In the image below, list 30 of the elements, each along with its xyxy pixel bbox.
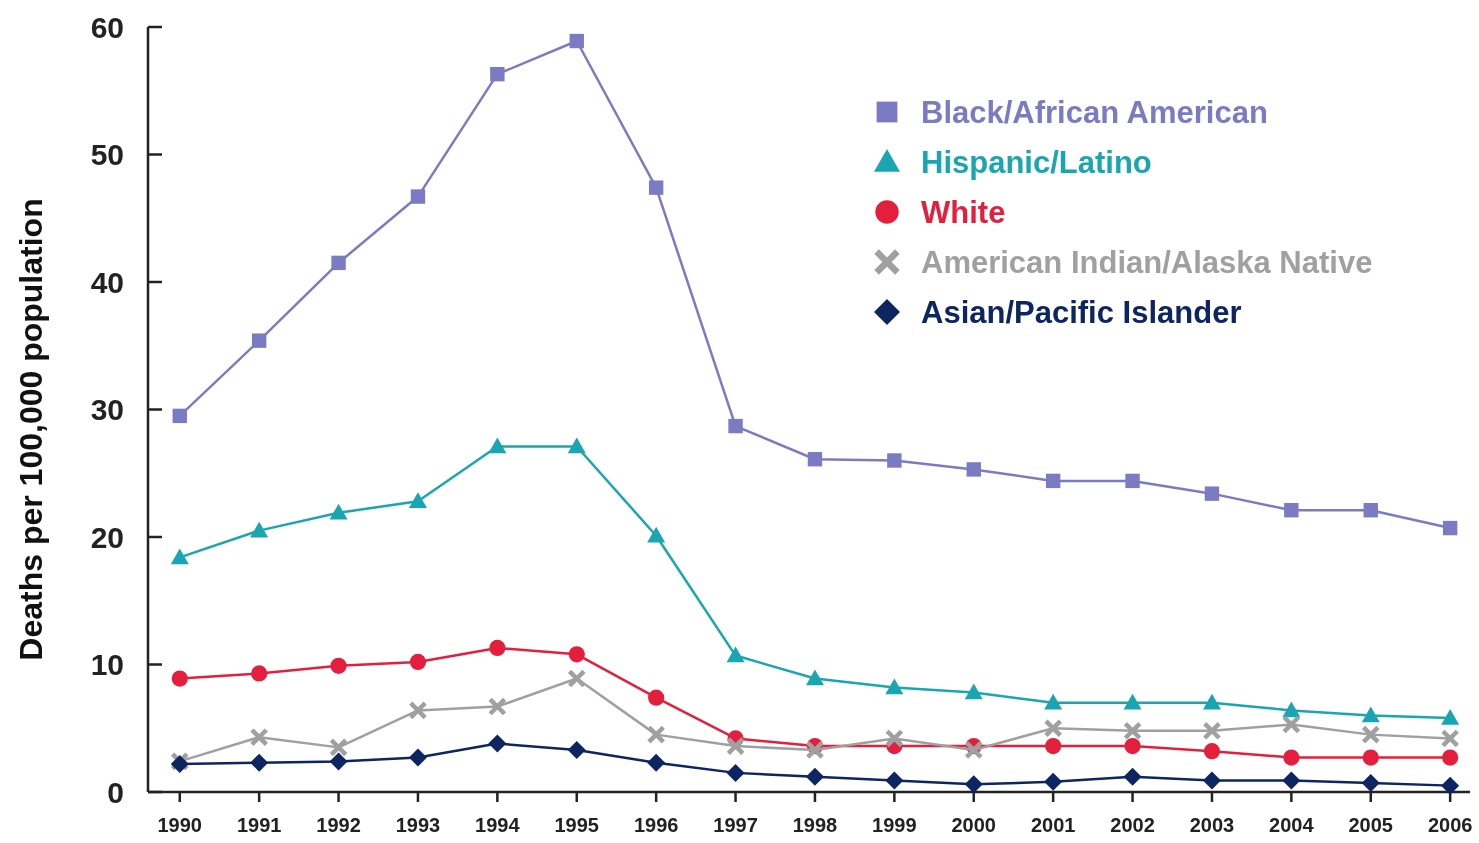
x-tick-label: 1993 bbox=[395, 814, 441, 836]
y-tick-label: 10 bbox=[90, 648, 124, 681]
y-tick-label: 0 bbox=[107, 775, 124, 809]
x-tick-label: 2000 bbox=[951, 814, 996, 836]
legend-label: Black/African American bbox=[921, 94, 1268, 130]
y-tick-label: 40 bbox=[90, 265, 124, 299]
x-tick-label: 1998 bbox=[792, 814, 838, 836]
x-tick-label: 1999 bbox=[872, 814, 917, 836]
legend-label: American Indian/Alaska Native bbox=[921, 244, 1373, 280]
x-tick-label: 1990 bbox=[157, 814, 203, 836]
y-axis-title: Deaths per 100,000 population bbox=[13, 198, 49, 661]
x-tick-label: 2003 bbox=[1189, 814, 1235, 836]
legend-label: Hispanic/Latino bbox=[921, 144, 1152, 180]
y-tick-label: 20 bbox=[90, 520, 124, 554]
x-tick-label: 1991 bbox=[236, 814, 282, 836]
x-tick-label: 2001 bbox=[1030, 814, 1076, 836]
y-tick-label: 60 bbox=[90, 10, 124, 44]
x-tick-label: 2004 bbox=[1269, 814, 1315, 836]
x-tick-label: 1994 bbox=[475, 814, 521, 836]
y-tick-label: 50 bbox=[90, 138, 124, 171]
legend-label: Asian/Pacific Islander bbox=[921, 294, 1242, 330]
x-tick-label: 2006 bbox=[1427, 814, 1473, 836]
x-tick-label: 1995 bbox=[554, 814, 600, 836]
x-tick-label: 1997 bbox=[713, 814, 758, 836]
x-tick-label: 1996 bbox=[633, 814, 679, 836]
x-tick-label: 1992 bbox=[316, 814, 361, 836]
x-tick-label: 2002 bbox=[1110, 814, 1155, 836]
y-tick-label: 30 bbox=[90, 393, 124, 426]
legend-label: White bbox=[921, 194, 1006, 230]
x-tick-label: 2005 bbox=[1348, 814, 1393, 836]
